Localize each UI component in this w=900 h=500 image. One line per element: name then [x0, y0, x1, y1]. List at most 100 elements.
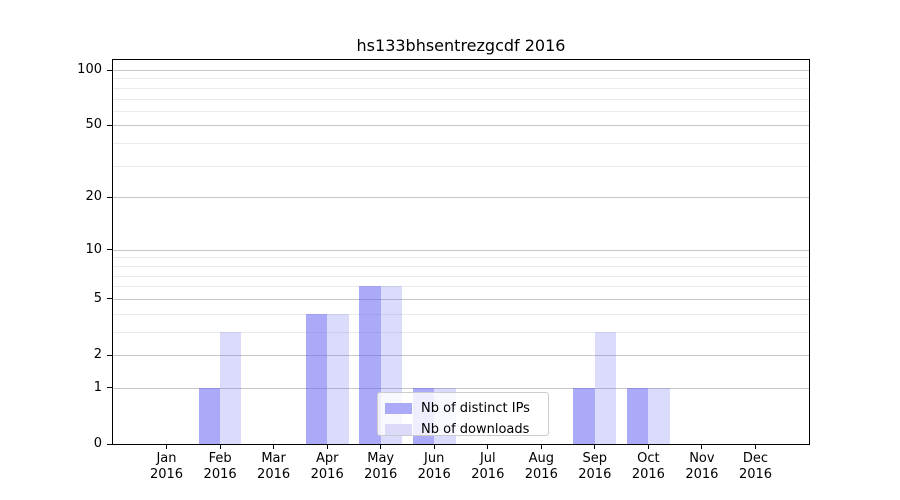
x-tick-month-nov: Nov	[689, 451, 715, 466]
x-tick-mark-nov	[701, 445, 703, 449]
x-tick-year-may: 2016	[364, 467, 398, 482]
x-tick-mark-jan	[166, 445, 167, 449]
gridline-major-50	[113, 125, 809, 127]
y-tick-label-0: 0	[93, 436, 102, 451]
x-tick-label-nov: Nov 2016	[670, 451, 734, 483]
x-tick-year-mar: 2016	[257, 467, 291, 482]
bar-downloads-oct	[648, 387, 670, 444]
gridline-major-20	[113, 197, 809, 199]
x-tick-label-jun: Jun 2016	[402, 451, 466, 483]
x-tick-mark-feb	[219, 445, 221, 449]
gridline-minor-8	[113, 265, 809, 267]
x-tick-month-mar: Mar	[261, 451, 286, 466]
x-tick-mark-dec	[755, 445, 756, 449]
y-tick-label-5: 5	[93, 290, 102, 306]
x-tick-year-dec: 2016	[738, 467, 773, 482]
legend-swatch-downloads	[385, 424, 412, 435]
x-tick-mark-jun	[433, 445, 435, 449]
x-tick-year-aug: 2016	[524, 467, 558, 482]
x-tick-year-apr: 2016	[310, 467, 344, 482]
gridline-major-100	[113, 70, 809, 71]
x-tick-mark-aug	[540, 445, 542, 449]
x-tick-label-sep: Sep 2016	[563, 451, 627, 483]
bar-distinct-ips-feb	[198, 387, 221, 444]
x-tick-year-oct: 2016	[631, 467, 665, 482]
y-tick-mark-100	[107, 69, 112, 71]
x-tick-mark-oct	[647, 445, 649, 449]
gridline-minor-30	[113, 165, 809, 167]
bar-distinct-ips-oct	[627, 387, 649, 444]
legend-label-distinct-ips: Nb of distinct IPs	[421, 401, 530, 416]
legend-swatch-distinct-ips	[385, 403, 412, 414]
y-tick-mark-5	[107, 298, 112, 300]
gridlines-layer	[113, 60, 809, 444]
legend: Nb of distinct IPs Nb of downloads	[377, 392, 549, 437]
x-tick-month-feb: Feb	[208, 451, 232, 466]
x-tick-year-feb: 2016	[203, 467, 237, 482]
x-tick-year-jan: 2016	[149, 467, 184, 482]
x-tick-mark-mar	[273, 445, 275, 449]
x-tick-label-apr: Apr 2016	[295, 451, 359, 483]
x-tick-mark-jul	[487, 445, 489, 449]
x-tick-mark-sep	[594, 445, 596, 449]
x-tick-label-mar: Mar 2016	[242, 451, 306, 483]
x-tick-month-jul: Jul	[479, 451, 496, 466]
x-tick-month-aug: Aug	[528, 451, 554, 466]
x-tick-label-may: May 2016	[349, 451, 413, 483]
bar-distinct-ips-apr	[305, 313, 328, 444]
gridline-minor-60	[113, 110, 809, 112]
gridline-minor-6	[113, 286, 809, 288]
x-tick-label-jan: Jan 2016	[135, 451, 199, 483]
legend-label-downloads: Nb of downloads	[421, 422, 530, 437]
y-tick-mark-0	[107, 443, 112, 445]
y-tick-mark-1	[107, 387, 112, 389]
bar-distinct-ips-sep	[573, 387, 595, 444]
x-tick-month-apr: Apr	[315, 451, 339, 466]
gridline-minor-7	[113, 275, 809, 277]
y-tick-mark-50	[107, 124, 112, 126]
x-tick-label-feb: Feb 2016	[188, 451, 252, 483]
x-tick-month-oct: Oct	[637, 451, 660, 466]
legend-item-downloads: Nb of downloads	[385, 419, 540, 440]
y-tick-label-1: 1	[93, 379, 102, 395]
y-tick-mark-2	[107, 354, 112, 356]
gridline-minor-70	[113, 98, 809, 100]
y-tick-mark-10	[107, 249, 112, 251]
x-tick-month-sep: Sep	[582, 451, 608, 466]
gridline-major-1	[113, 387, 809, 389]
x-tick-year-jul: 2016	[471, 467, 505, 482]
x-tick-year-nov: 2016	[685, 467, 719, 482]
x-tick-month-dec: Dec	[742, 451, 769, 466]
y-tick-mark-20	[107, 196, 112, 198]
y-tick-label-50: 50	[85, 117, 102, 133]
y-tick-label-10: 10	[85, 241, 102, 257]
gridline-minor-4	[113, 313, 809, 315]
gridline-minor-9	[113, 257, 809, 259]
gridline-major-2	[113, 355, 809, 356]
x-tick-mark-may	[380, 445, 382, 449]
gridline-major-10	[113, 249, 809, 251]
plot-area: Nb of distinct IPs Nb of downloads	[112, 59, 810, 445]
gridline-major-5	[113, 298, 809, 300]
x-tick-month-may: May	[367, 451, 395, 466]
y-tick-label-20: 20	[85, 189, 102, 205]
gridline-minor-40	[113, 143, 809, 145]
y-tick-label-100: 100	[77, 62, 102, 77]
bar-downloads-feb	[220, 331, 242, 444]
x-tick-label-oct: Oct 2016	[616, 451, 680, 483]
legend-item-distinct-ips: Nb of distinct IPs	[385, 398, 540, 419]
x-tick-year-sep: 2016	[578, 467, 612, 482]
bar-distinct-ips-may	[359, 286, 381, 444]
x-tick-label-dec: Dec 2016	[724, 451, 788, 483]
x-tick-label-jul: Jul 2016	[456, 451, 520, 483]
gridline-minor-90	[113, 78, 809, 80]
y-tick-label-2: 2	[93, 347, 102, 362]
bars-layer	[113, 60, 809, 444]
chart-title: hs133bhsentrezgcdf 2016	[356, 36, 566, 55]
bar-downloads-apr	[327, 313, 349, 444]
gridline-minor-3	[113, 331, 809, 333]
bar-downloads-sep	[594, 331, 617, 444]
x-tick-year-jun: 2016	[417, 467, 451, 482]
x-tick-month-jun: Jun	[424, 451, 445, 466]
